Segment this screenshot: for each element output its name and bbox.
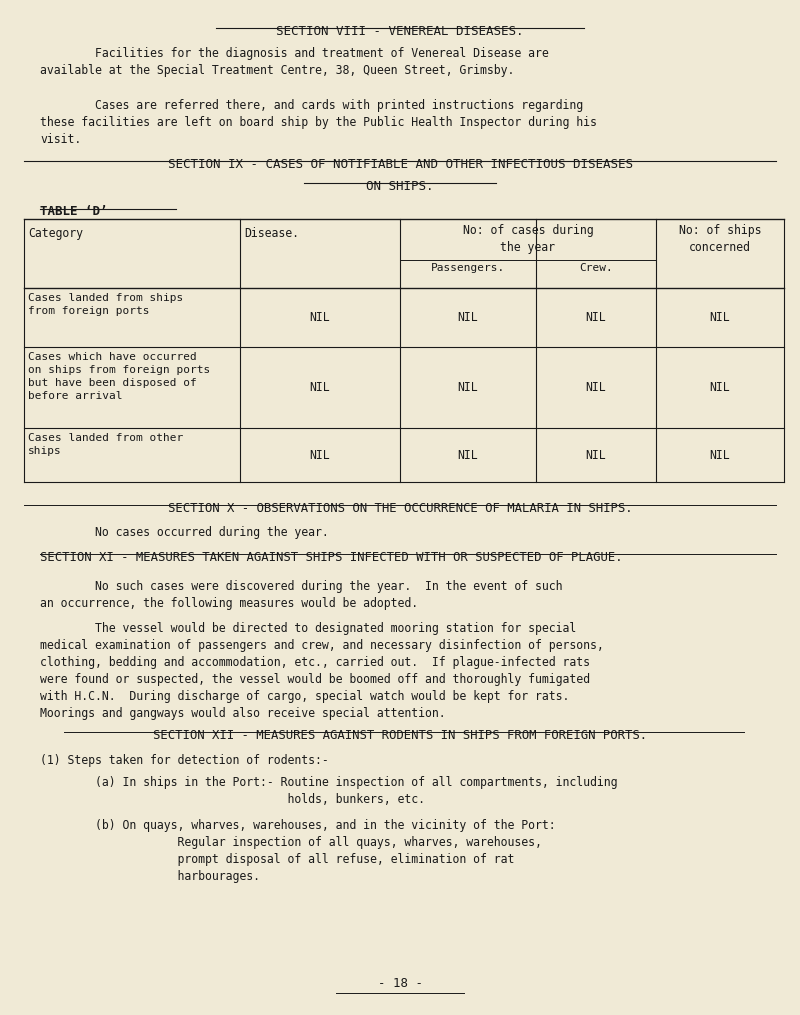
Text: Crew.: Crew.: [579, 263, 613, 273]
Text: Facilities for the diagnosis and treatment of Venereal Disease are
available at : Facilities for the diagnosis and treatme…: [40, 47, 549, 77]
Text: NIL: NIL: [710, 312, 730, 324]
Text: Disease.: Disease.: [244, 227, 299, 241]
Text: SECTION X - OBSERVATIONS ON THE OCCURRENCE OF MALARIA IN SHIPS.: SECTION X - OBSERVATIONS ON THE OCCURREN…: [168, 502, 632, 516]
Text: ON SHIPS.: ON SHIPS.: [366, 180, 434, 193]
Text: NIL: NIL: [586, 449, 606, 462]
Text: NIL: NIL: [458, 312, 478, 324]
Text: NIL: NIL: [458, 449, 478, 462]
Text: No such cases were discovered during the year.  In the event of such
an occurren: No such cases were discovered during the…: [40, 580, 562, 610]
Text: (a) In ships in the Port:- Routine inspection of all compartments, including
   : (a) In ships in the Port:- Routine inspe…: [40, 776, 618, 807]
Text: SECTION IX - CASES OF NOTIFIABLE AND OTHER INFECTIOUS DISEASES: SECTION IX - CASES OF NOTIFIABLE AND OTH…: [167, 158, 633, 172]
Text: SECTION XII - MEASURES AGAINST RODENTS IN SHIPS FROM FOREIGN PORTS.: SECTION XII - MEASURES AGAINST RODENTS I…: [153, 729, 647, 742]
Text: (b) On quays, wharves, warehouses, and in the vicinity of the Port:
            : (b) On quays, wharves, warehouses, and i…: [40, 819, 556, 883]
Text: NIL: NIL: [586, 382, 606, 394]
Text: NIL: NIL: [458, 382, 478, 394]
Text: No cases occurred during the year.: No cases occurred during the year.: [40, 526, 329, 539]
Text: The vessel would be directed to designated mooring station for special
medical e: The vessel would be directed to designat…: [40, 622, 604, 721]
Text: NIL: NIL: [310, 382, 330, 394]
Text: - 18 -: - 18 -: [378, 976, 422, 990]
Text: Cases are referred there, and cards with printed instructions regarding
these fa: Cases are referred there, and cards with…: [40, 99, 597, 146]
Text: NIL: NIL: [310, 449, 330, 462]
Text: Passengers.: Passengers.: [431, 263, 505, 273]
Text: Cases which have occurred
on ships from foreign ports
but have been disposed of
: Cases which have occurred on ships from …: [28, 352, 210, 401]
Text: (1) Steps taken for detection of rodents:-: (1) Steps taken for detection of rodents…: [40, 754, 329, 767]
Text: TABLE ‘D’: TABLE ‘D’: [40, 205, 107, 218]
Text: NIL: NIL: [586, 312, 606, 324]
Text: SECTION VIII - VENEREAL DISEASES.: SECTION VIII - VENEREAL DISEASES.: [276, 25, 524, 39]
Text: NIL: NIL: [310, 312, 330, 324]
Text: Cases landed from ships
from foreign ports: Cases landed from ships from foreign por…: [28, 293, 183, 316]
Text: Category: Category: [28, 227, 83, 241]
Text: SECTION XI - MEASURES TAKEN AGAINST SHIPS INFECTED WITH OR SUSPECTED OF PLAGUE.: SECTION XI - MEASURES TAKEN AGAINST SHIP…: [40, 551, 622, 564]
Text: No: of ships
concerned: No: of ships concerned: [678, 224, 762, 255]
Text: No: of cases during
the year: No: of cases during the year: [462, 224, 594, 255]
Text: NIL: NIL: [710, 382, 730, 394]
Text: NIL: NIL: [710, 449, 730, 462]
Text: Cases landed from other
ships: Cases landed from other ships: [28, 433, 183, 456]
